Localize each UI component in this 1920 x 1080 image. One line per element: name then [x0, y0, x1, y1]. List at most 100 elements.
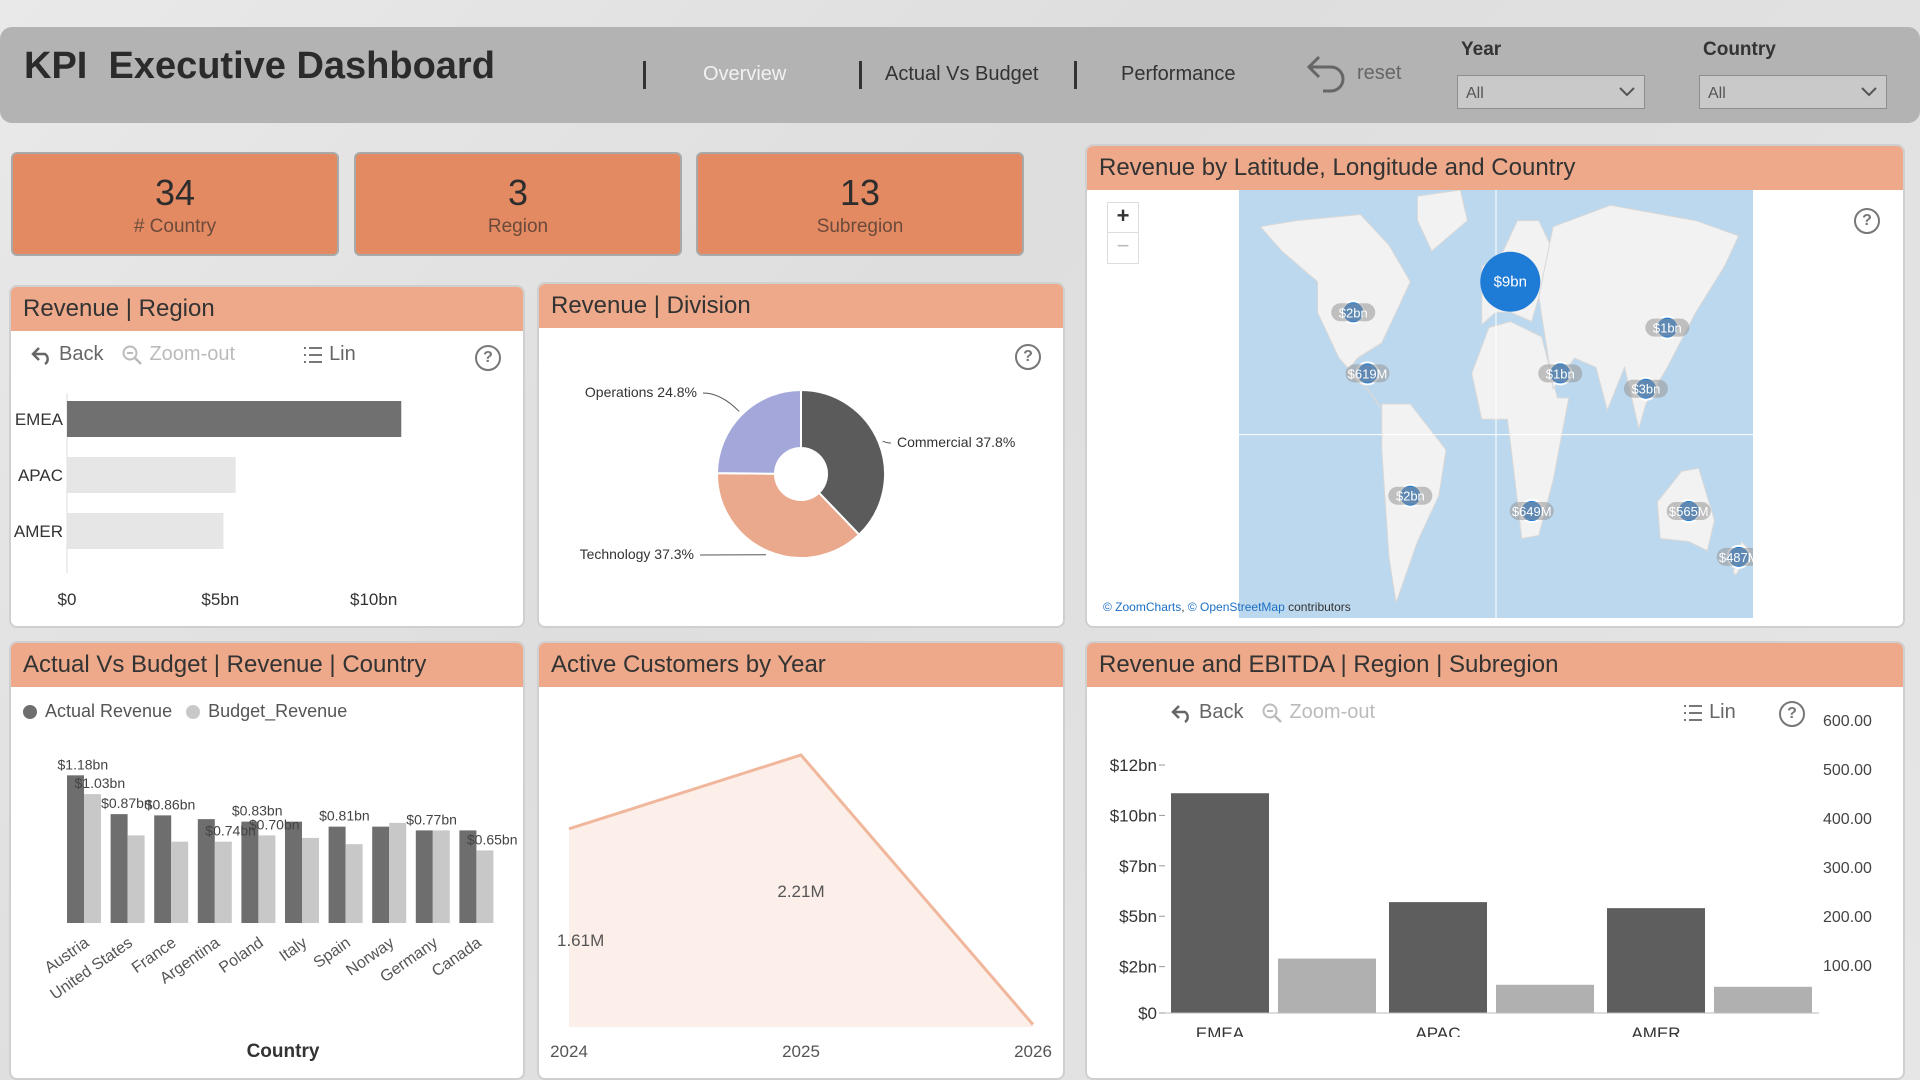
bar-actual [67, 775, 84, 923]
actual-vs-budget-panel: Actual Vs Budget | Revenue | Country Act… [9, 641, 525, 1080]
undo-arrow-icon [1306, 55, 1345, 93]
bar-budget [214, 841, 232, 923]
reset-button[interactable]: reset [1305, 49, 1401, 97]
kpi-label: # Country [133, 216, 217, 237]
zoom-in-button[interactable]: + [1108, 203, 1138, 233]
x-tick-label: $5bn [201, 590, 239, 609]
data-label: $0.86bn [145, 796, 196, 812]
chart-legend: Actual Revenue Budget_Revenue [23, 701, 347, 722]
data-label: $0.77bn [406, 811, 457, 827]
back-button[interactable]: Back [31, 343, 103, 366]
area-line [568, 753, 1035, 1026]
help-icon[interactable]: ? [475, 345, 501, 371]
drill-toolbar: Back Zoom-out Lin [31, 343, 356, 366]
y2-tick-label: 600.00 [1823, 713, 1872, 730]
category-label: AMER [14, 522, 63, 541]
bar-actual [154, 815, 172, 923]
category-label: EMEA [1196, 1024, 1245, 1037]
bar-actual [285, 821, 302, 923]
kpi-value: 3 [507, 172, 529, 213]
bar-budget [302, 837, 319, 923]
header-bar: KPI Executive Dashboard Overview Actual … [0, 27, 1920, 123]
year-slicer-value: All [1466, 85, 1484, 102]
nav-overview[interactable]: Overview [703, 63, 787, 85]
nav-performance[interactable]: Performance [1121, 63, 1236, 85]
zoomcharts-link[interactable]: © ZoomCharts [1103, 600, 1182, 614]
bar-apac [1496, 984, 1594, 1013]
kpi-value: 13 [839, 172, 881, 213]
donut-slice-1 [716, 472, 861, 559]
bubble-label: $619M [1348, 366, 1388, 381]
bubble-label: $2bn [1339, 305, 1368, 320]
y2-tick-label: 300.00 [1823, 860, 1872, 877]
zoom-out-button[interactable]: Zoom-out [1261, 701, 1375, 724]
help-icon[interactable]: ? [1779, 701, 1805, 727]
year-slicer-dropdown[interactable]: All [1457, 75, 1645, 109]
help-icon[interactable]: ? [1854, 208, 1880, 234]
country-label: Poland [216, 934, 267, 977]
bubble-label: $3bn [1631, 382, 1660, 397]
bar-amer [67, 513, 224, 549]
panel-title: Actual Vs Budget | Revenue | Country [11, 643, 523, 687]
bubble-label-bg [1538, 364, 1583, 383]
reset-label: reset [1357, 61, 1402, 84]
list-icon [1684, 704, 1703, 721]
kpi-card-subregion: 13 Subregion [696, 152, 1024, 256]
bar-amer [1714, 986, 1812, 1013]
x-axis-title: Country [247, 1041, 320, 1062]
kpi-value: 34 [154, 172, 196, 213]
help-icon[interactable]: ? [1015, 344, 1041, 370]
zoom-controls: + − [1107, 202, 1139, 264]
openstreetmap-link[interactable]: © OpenStreetMap [1187, 600, 1285, 614]
lin-button[interactable]: Lin [303, 343, 356, 366]
back-arrow-icon [31, 346, 49, 365]
category-label: APAC [1415, 1024, 1460, 1037]
bubble-label-bg [1345, 364, 1390, 383]
revenue-map-panel: Revenue by Latitude, Longitude and Count… [1085, 144, 1905, 628]
bar-actual [110, 814, 128, 923]
magnifier-icon [122, 345, 143, 365]
back-label: Back [59, 343, 104, 365]
data-label: $0.83bn [232, 803, 283, 819]
chevron-down-icon [1861, 87, 1877, 97]
panel-title: Revenue by Latitude, Longitude and Count… [1087, 146, 1903, 190]
bubble-label: $1bn [1653, 321, 1682, 336]
lin-button[interactable]: Lin [1683, 701, 1736, 724]
kpi-card-region: 3 Region [354, 152, 682, 256]
bar-budget [345, 844, 363, 923]
country-slicer-dropdown[interactable]: All [1699, 75, 1887, 109]
y2-tick-label: 400.00 [1823, 811, 1872, 828]
bar-apac [1389, 902, 1487, 1013]
revenue-region-chart: EMEA APAC AMER $0 $5bn $10bn [14, 393, 402, 609]
chevron-down-icon [1619, 87, 1635, 97]
kpi-card-country: 34 # Country [11, 152, 339, 256]
data-label: $0.65bn [467, 831, 518, 847]
nav-actual-vs-budget[interactable]: Actual Vs Budget [885, 63, 1039, 85]
bubble-label-bg [1716, 547, 1753, 566]
bar-actual [372, 826, 390, 923]
bubble-label: $2bn [1396, 489, 1425, 504]
data-label: $1.03bn [75, 775, 126, 791]
country-slicer-label: Country [1703, 39, 1776, 60]
category-label: EMEA [15, 410, 64, 429]
back-button[interactable]: Back [1171, 701, 1243, 724]
value-label: 2.21M [777, 882, 824, 901]
bubble-label-bg [1645, 318, 1690, 337]
x-tick-label: $0 [58, 590, 77, 609]
y-tick-label: $12bn [1110, 756, 1157, 775]
zoom-out-button[interactable]: Zoom-out [121, 343, 235, 366]
revenue-division-panel: Revenue | Division ? Commercial 37.8% Tec… [537, 282, 1065, 628]
category-label: AMER [1631, 1024, 1680, 1037]
bar-apac [67, 457, 236, 493]
donut-slice-0 [800, 388, 886, 537]
world-map[interactable]: $9bn $2bn $619M $2bn $649M $1bn $3bn $1bn $565M $… [1239, 190, 1753, 618]
bar-amer [1607, 908, 1705, 1013]
y2-tick-label: 100.00 [1823, 958, 1872, 975]
back-arrow-icon [1171, 704, 1189, 723]
revenue-bubble [1480, 251, 1541, 312]
zoom-out-map-button[interactable]: − [1116, 233, 1130, 258]
bar-budget [84, 794, 101, 923]
slice-label: Operations 24.8% [585, 384, 697, 400]
bubble-label: $1bn [1546, 366, 1575, 381]
